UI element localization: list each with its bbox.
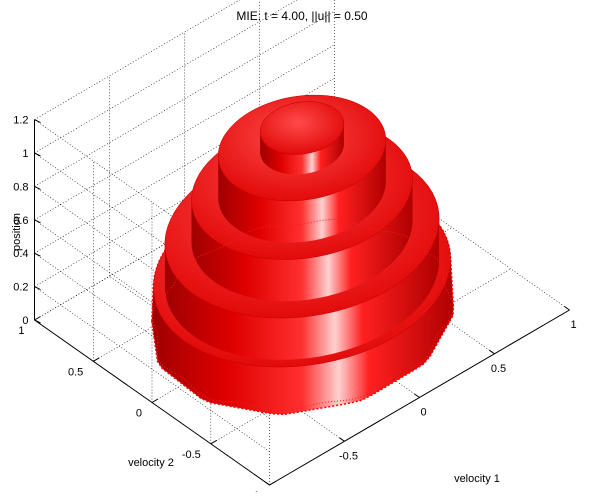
x-tick-label: 0.5 — [491, 363, 506, 375]
surface-base-edge — [151, 218, 454, 412]
y-tick-mark — [93, 357, 100, 362]
y-tick-label: 1 — [18, 325, 24, 337]
x-tick-mark — [564, 306, 570, 311]
z-tick-label: 0.8 — [13, 181, 28, 193]
z-tick-mark — [34, 252, 41, 257]
z-tick-mark — [34, 119, 41, 124]
z-tick-label: 1 — [22, 148, 28, 160]
x-tick-mark — [264, 481, 270, 486]
surface — [151, 94, 455, 416]
grid-line — [34, 0, 241, 120]
y-tick-mark — [210, 439, 218, 445]
y-axis-label: velocity 2 — [128, 457, 174, 469]
z-tick-label: 0.6 — [13, 215, 28, 227]
y-tick-label: 0 — [136, 408, 142, 420]
x-tick-label: -0.5 — [339, 450, 358, 462]
x-axis-label: velocity 1 — [454, 473, 500, 485]
grid-line — [34, 11, 335, 187]
surface-top — [259, 101, 345, 155]
x-tick-mark — [489, 349, 495, 355]
grid-line — [34, 77, 335, 254]
z-tick-mark — [34, 152, 41, 157]
z-tick-label: 1.2 — [13, 115, 28, 127]
y-tick-mark — [151, 398, 159, 403]
z-tick-mark — [34, 286, 41, 291]
grid-line — [210, 268, 511, 445]
z-tick-label: 0.2 — [13, 282, 28, 294]
x-tick-mark — [414, 393, 420, 398]
grid-line — [34, 144, 335, 321]
z-axis-label: position — [11, 213, 23, 251]
y-tick-mark — [269, 481, 276, 486]
grid-line — [34, 0, 298, 154]
x-tick-mark — [339, 437, 345, 442]
y-tick-label: -0.5 — [182, 449, 201, 461]
grid-line — [34, 44, 335, 221]
chart-title: MIE: t = 4.00, ||u|| = 0.50 — [236, 9, 368, 23]
x-tick-label: 0 — [420, 407, 426, 419]
z-tick-mark — [34, 185, 41, 190]
y-tick-mark — [34, 316, 41, 321]
z-tick-mark — [34, 219, 41, 224]
x-tick-label: 1 — [570, 319, 576, 331]
z-tick-mark — [34, 319, 41, 324]
z-tick-label: 0 — [22, 315, 28, 327]
grid-line — [34, 111, 335, 287]
y-tick-label: 0.5 — [68, 366, 83, 378]
z-tick-label: 0.4 — [13, 248, 28, 260]
grid-line — [93, 186, 394, 362]
